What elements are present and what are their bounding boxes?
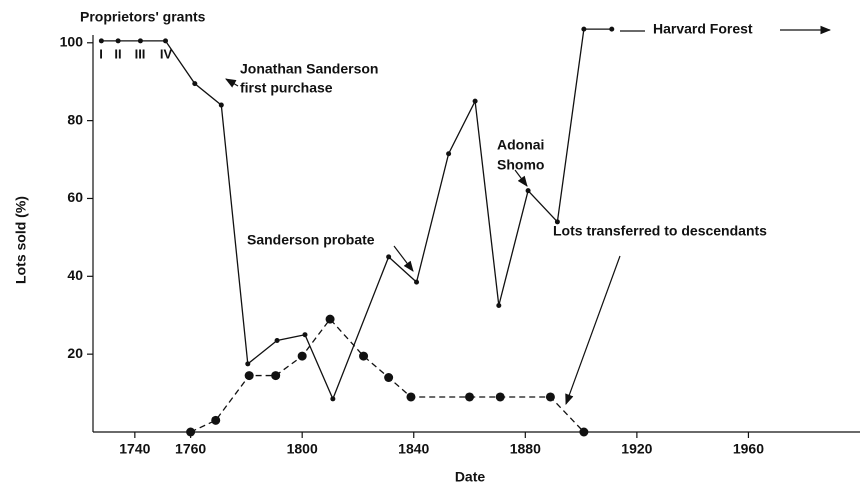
x-tick-label: 1740	[119, 441, 150, 457]
point	[406, 392, 416, 402]
point	[579, 427, 589, 437]
point	[384, 373, 394, 383]
point	[465, 392, 475, 402]
y-tick-label: 100	[60, 33, 84, 49]
arrow	[565, 255, 621, 406]
point	[245, 361, 251, 367]
x-tick-label: 1920	[621, 441, 652, 457]
point	[192, 81, 198, 87]
point	[325, 314, 335, 324]
point	[98, 38, 104, 44]
annotation: first purchase	[240, 80, 333, 96]
point	[163, 38, 169, 44]
point	[472, 98, 478, 104]
annotation: IV	[160, 46, 173, 61]
annotation: Adonai	[497, 137, 544, 153]
annotation: I	[99, 46, 103, 61]
point	[545, 392, 555, 402]
x-tick-label: 1760	[175, 441, 206, 457]
x-axis-label: Date	[455, 469, 486, 485]
arrow	[514, 169, 528, 187]
point	[211, 415, 221, 425]
x-tick-label: 1880	[510, 441, 541, 457]
point	[186, 427, 196, 437]
annotation: Lots transferred to descendants	[553, 223, 767, 239]
annotation: III	[135, 46, 146, 61]
annotation: Harvard Forest	[653, 21, 753, 37]
y-tick-label: 80	[67, 111, 83, 127]
point	[446, 151, 452, 157]
point	[525, 188, 531, 194]
series-line	[101, 28, 612, 401]
annotation: Sanderson probate	[247, 232, 375, 248]
arrows	[225, 25, 832, 406]
point	[386, 254, 392, 260]
point	[554, 219, 560, 225]
y-tick-label: 60	[67, 189, 83, 205]
annotation: Jonathan Sanderson	[240, 61, 378, 77]
x-tick-label: 1840	[398, 441, 429, 457]
point	[302, 332, 308, 338]
point	[609, 26, 615, 32]
point	[297, 351, 307, 361]
point	[244, 371, 254, 381]
x-tick-label: 1960	[733, 441, 764, 457]
arrow	[393, 245, 414, 272]
point	[581, 26, 587, 32]
annotation: Shomo	[497, 157, 544, 173]
point	[137, 38, 143, 44]
point	[274, 338, 280, 344]
annotation: Proprietors' grants	[80, 9, 206, 25]
x-tick-label: 1800	[287, 441, 318, 457]
y-tick-label: 40	[67, 267, 83, 283]
annotation: II	[114, 46, 121, 61]
y-axis-label: Lots sold (%)	[13, 196, 29, 284]
arrow	[225, 78, 239, 88]
y-tick-label: 20	[67, 345, 83, 361]
point	[359, 351, 369, 361]
point	[496, 303, 502, 309]
point	[218, 102, 224, 108]
point	[271, 371, 281, 381]
point	[115, 38, 121, 44]
point	[330, 396, 336, 402]
point	[495, 392, 505, 402]
point	[414, 279, 420, 285]
